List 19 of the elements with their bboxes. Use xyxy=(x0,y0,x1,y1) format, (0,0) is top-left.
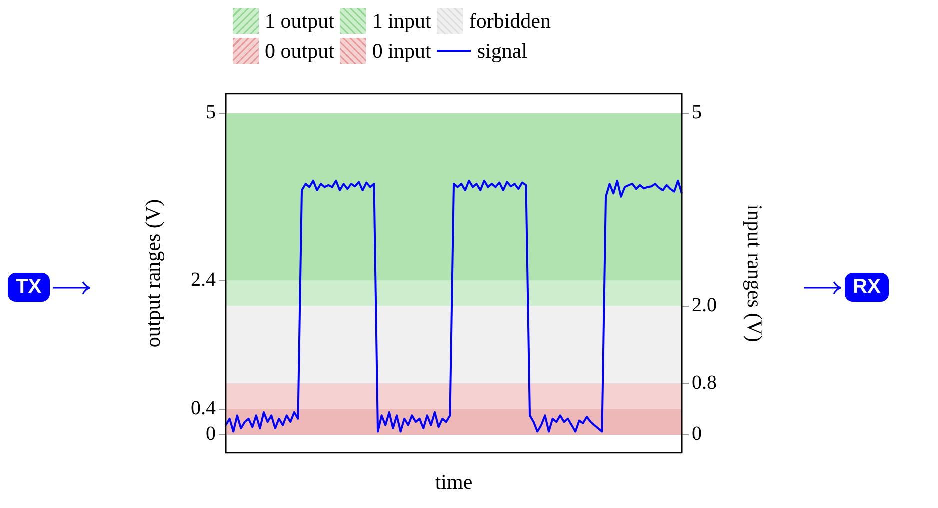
y-tick-label: 0.4 xyxy=(191,398,216,420)
y-tick-label: 0 xyxy=(206,423,216,446)
y2-tick-label: 0.8 xyxy=(692,372,717,394)
legend-label: forbidden xyxy=(469,8,551,34)
legend-label: 1 input xyxy=(372,8,432,34)
y-tick-label: 5 xyxy=(206,102,216,124)
legend-label: signal xyxy=(477,38,528,64)
legend-label: 0 input xyxy=(372,38,432,64)
y2-tick-label: 2.0 xyxy=(692,294,717,317)
y2-tick-label: 0 xyxy=(692,423,702,446)
text: RX xyxy=(845,273,889,302)
y-axis-title: output ranges (V) xyxy=(141,199,166,348)
legend-label: 0 output xyxy=(265,38,334,64)
y2-tick-label: 5 xyxy=(692,102,702,124)
y-tick-label: 2.4 xyxy=(191,268,216,291)
text: TX xyxy=(8,273,50,302)
legend-label: 1 output xyxy=(265,8,334,34)
y2-axis-title: input ranges (V) xyxy=(742,204,767,342)
x-axis-title: time xyxy=(435,470,473,494)
